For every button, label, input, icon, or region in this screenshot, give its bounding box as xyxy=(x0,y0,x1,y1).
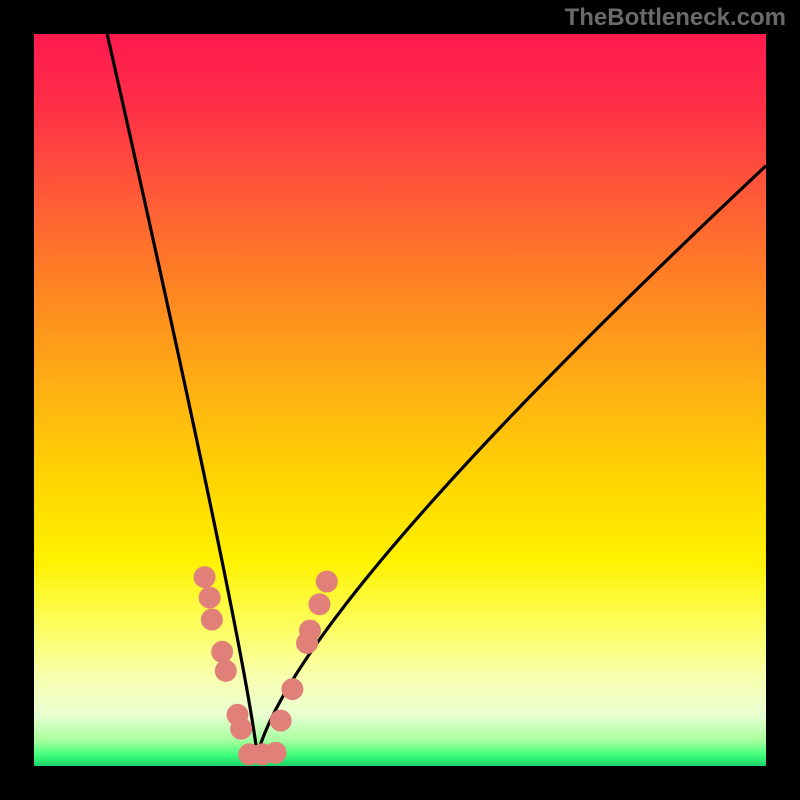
bottleneck-chart xyxy=(0,0,800,800)
chart-container: TheBottleneck.com xyxy=(0,0,800,800)
marker-left xyxy=(194,566,216,588)
marker-left xyxy=(230,718,252,740)
plot-background xyxy=(34,34,766,766)
watermark-label: TheBottleneck.com xyxy=(565,4,786,32)
marker-right xyxy=(281,678,303,700)
marker-right xyxy=(308,593,330,615)
marker-right xyxy=(270,710,292,732)
marker-bottom xyxy=(265,742,287,764)
marker-right xyxy=(316,571,338,593)
marker-left xyxy=(215,660,237,682)
marker-left xyxy=(211,641,233,663)
marker-left xyxy=(199,587,221,609)
marker-left xyxy=(201,609,223,631)
marker-right xyxy=(299,620,321,642)
